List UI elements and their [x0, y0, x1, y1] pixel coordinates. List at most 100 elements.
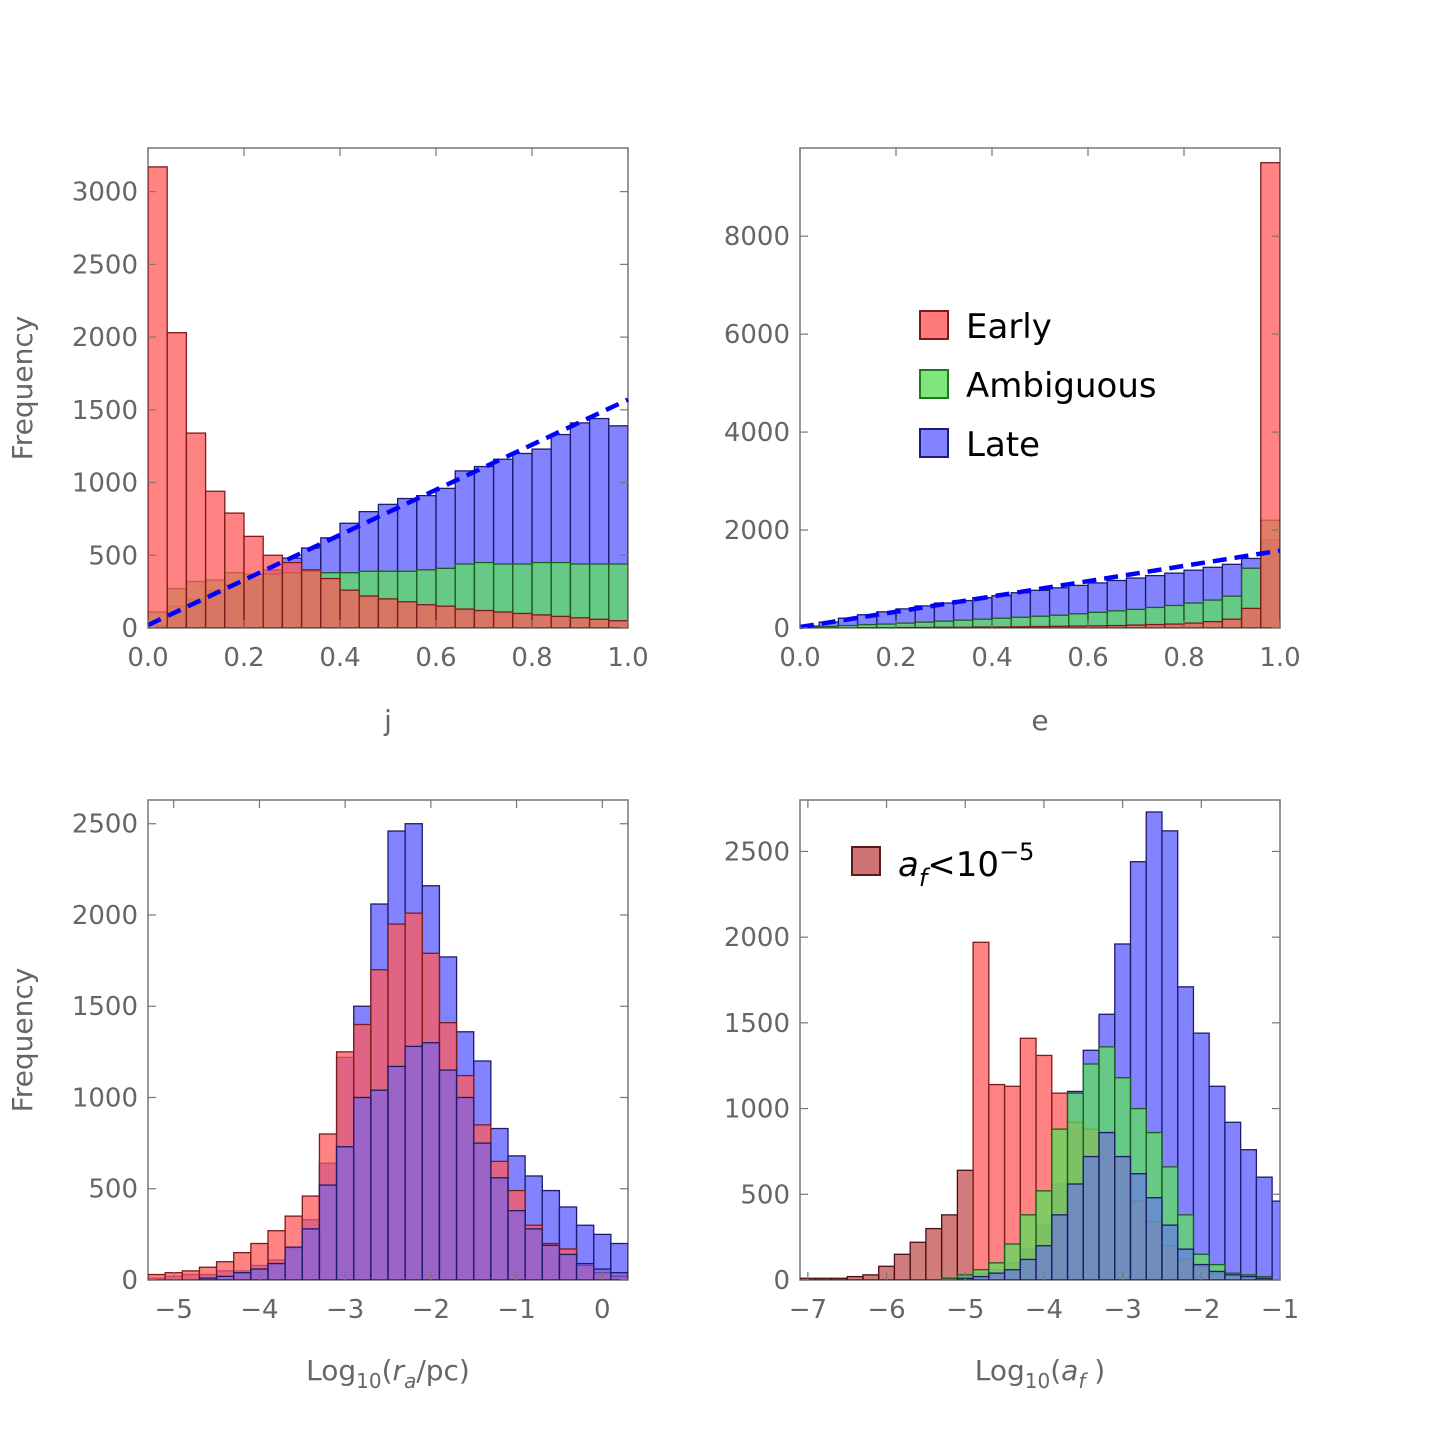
e-bar-early-22	[1221, 618, 1243, 628]
e-bar-early-15	[1087, 625, 1108, 628]
j-bar-early-10	[339, 589, 360, 628]
legend-swatch-early	[919, 310, 949, 340]
af-bar-a-f-10-5-1	[815, 1277, 833, 1280]
j-x-tick-label: 0.2	[223, 643, 264, 673]
e-x-tick-label: 0.2	[875, 643, 916, 673]
af-x-label-rest: )	[1085, 1354, 1105, 1387]
af-bar-late-29	[1255, 1176, 1273, 1280]
af-bar-early-12	[988, 1083, 1006, 1280]
e-x-tick-label: 0.4	[971, 643, 1012, 673]
af-bar-overlap-17	[1066, 1183, 1084, 1280]
legend-swatch-ambiguous	[919, 369, 949, 399]
j-bar-early-15	[435, 605, 456, 628]
j-bar-early-11	[358, 595, 380, 628]
e-x-tick-label: 0.8	[1163, 643, 1204, 673]
af-bar-overlap-27	[1224, 1274, 1242, 1280]
ra-bar-early-0	[148, 1273, 166, 1280]
af-x-tick-label: −5	[946, 1295, 984, 1325]
j-y-tick-label: 0	[121, 614, 138, 644]
ra-y-tick-label: 2500	[72, 810, 138, 840]
ra-x-label-base: 10	[356, 1369, 381, 1393]
j-y-tick-label: 3000	[72, 178, 138, 208]
af-bar-overlap-21	[1129, 1173, 1147, 1280]
ra-bar-overlap-22	[524, 1228, 543, 1280]
j-x-tick-label: 1.0	[607, 643, 648, 673]
j-bar-early-16	[454, 608, 476, 628]
e-bar-early-9	[972, 626, 993, 628]
e-bar-early-12	[1029, 625, 1051, 628]
j-y-tick-label: 1000	[72, 469, 138, 499]
af-bars	[800, 811, 1280, 1280]
j-bar-ambiguous-24	[608, 563, 628, 628]
af-y-tick-label: 2000	[724, 923, 790, 953]
legend-af-rest: <10	[927, 845, 999, 885]
e-bar-early-7	[933, 626, 955, 628]
af-bar-early-11	[972, 941, 990, 1280]
j-y-tick-label: 500	[88, 541, 138, 571]
af-bar-overlap-16	[1051, 1214, 1069, 1280]
ra-bar-early-2	[181, 1270, 201, 1280]
ra-y-tick-label: 1000	[72, 1083, 138, 1113]
e-x-tick-label: 1.0	[1259, 643, 1300, 673]
j-bar-early-5	[243, 535, 264, 628]
af-bar-overlap-28	[1240, 1275, 1258, 1280]
ra-bar-overlap-13	[370, 1089, 389, 1280]
ra-bar-overlap-3	[198, 1277, 218, 1280]
legend-label-late: Late	[966, 425, 1040, 465]
e-bar-early-13	[1048, 625, 1070, 628]
ra-y-tick-label: 500	[88, 1175, 138, 1205]
j-bar-early-0	[148, 166, 168, 628]
af-x-label-var: a	[1061, 1354, 1078, 1387]
ra-bar-overlap-17	[438, 1069, 458, 1280]
af-x-tick-label: −3	[1103, 1295, 1141, 1325]
ra-x-label-open: (	[382, 1354, 393, 1387]
e-y-tick-label: 4000	[724, 418, 790, 448]
e-dashed-fit-line	[799, 548, 1281, 630]
af-bar-a-f-10-5-3	[846, 1275, 864, 1280]
ra-x-tick-label: −1	[497, 1295, 535, 1325]
af-bar-a-f-10-5-8	[925, 1227, 943, 1280]
legend-swatch-late	[919, 428, 949, 458]
af-x-label-log: Log	[975, 1354, 1025, 1387]
j-bar-early-20	[531, 614, 552, 628]
af-y-tick-label: 500	[740, 1180, 790, 1210]
j-x-axis-label: j	[383, 704, 392, 737]
e-bar-early-19	[1164, 623, 1185, 628]
af-bar-a-f-10-5-6	[893, 1253, 911, 1280]
ra-bar-overlap-18	[455, 1096, 475, 1280]
af-y-tick-label: 0	[773, 1266, 790, 1296]
j-x-tick-label: 0.0	[127, 643, 168, 673]
ra-x-label-var-sub: a	[404, 1369, 416, 1393]
j-bar-early-23	[588, 618, 610, 628]
af-bar-overlap-12	[988, 1272, 1006, 1280]
af-bar-overlap-18	[1082, 1155, 1100, 1280]
j-bar-early-22	[569, 617, 591, 628]
e-bar-early-20	[1183, 622, 1204, 628]
af-bar-overlap-24	[1177, 1248, 1195, 1280]
j-bar-early-7	[281, 561, 303, 628]
ra-x-tick-label: 0	[594, 1295, 611, 1325]
j-y-tick-label: 1500	[72, 396, 138, 426]
legend-af-var: a	[898, 845, 919, 885]
legend-label-early: Early	[966, 307, 1052, 347]
j-x-tick-label: 0.4	[319, 643, 360, 673]
j-bar-early-21	[550, 615, 572, 628]
e-x-tick-label: 0.0	[779, 643, 820, 673]
ra-bar-overlap-8	[284, 1246, 303, 1280]
j-y-axis-label: Frequency	[6, 316, 39, 461]
e-bar-early-17	[1125, 624, 1147, 628]
ra-bar-overlap-20	[490, 1177, 509, 1280]
af-x-tick-label: −6	[867, 1295, 905, 1325]
af-x-label-base: 10	[1025, 1369, 1050, 1393]
j-bar-ambiguous-23	[588, 563, 610, 628]
j-bar-early-8	[300, 569, 322, 628]
j-dashed-fit-line	[147, 397, 629, 628]
j-x-tick-label: 0.8	[511, 643, 552, 673]
ra-bar-overlap-27	[610, 1272, 628, 1280]
e-y-tick-label: 6000	[724, 320, 790, 350]
af-y-tick-label: 1000	[724, 1095, 790, 1125]
e-bar-early-23	[1240, 607, 1262, 628]
j-bar-early-3	[204, 490, 226, 628]
af-y-tick-label: 1500	[724, 1009, 790, 1039]
